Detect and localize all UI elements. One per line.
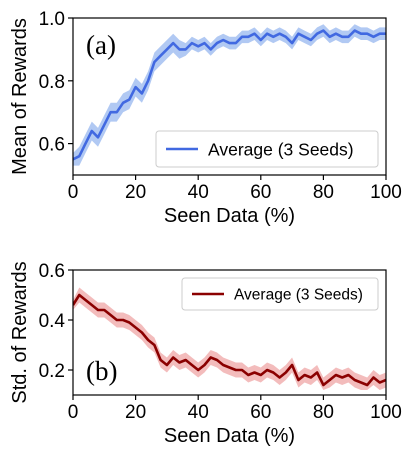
legend-label: Average (3 Seeds) [234,287,363,304]
legend: Average (3 Seeds) [181,277,379,311]
y-axis-label: Mean of Rewards [9,18,31,175]
x-tick-label: 100 [370,402,402,423]
panel-tag: (b) [86,356,117,386]
x-tick-label: 20 [125,182,146,203]
x-tick-label: 20 [125,402,146,423]
panel-a-mean-rewards-chart: 0 20 40 60 80 100 0.6 0.8 1.0 Seen Data (%) Mean o… [9,9,402,227]
y-tick-label: 0.6 [39,261,65,282]
x-tick-label: 60 [250,182,271,203]
legend-box [181,277,379,311]
axes-frame [72,269,387,396]
axes-frame [72,17,387,176]
x-tick-label: 60 [250,402,271,423]
y-tick-label: 0.8 [39,72,65,93]
panel-tag: (a) [86,30,116,60]
x-tick-label: 0 [68,182,79,203]
x-tick-label: 80 [313,402,334,423]
plot-area [73,24,386,166]
x-tick-label: 40 [188,402,209,423]
series-band [73,24,386,166]
panel-b-std-rewards-chart: 0 20 40 60 80 100 0.2 0.4 0.6 Seen Data (%) Std. o… [9,261,402,447]
x-tick-label: 100 [370,182,402,203]
legend-label: Average (3 Seeds) [208,139,354,159]
y-axis-label: Std. of Rewards [9,261,31,403]
series-line [73,293,386,387]
x-axis-label: Seen Data (%) [164,205,295,227]
y-tick-label: 1.0 [39,9,65,30]
x-tick-label: 0 [68,402,79,423]
y-tick-label: 0.4 [39,311,66,332]
x-tick-label: 40 [188,182,209,203]
x-tick-label: 80 [313,182,334,203]
x-axis-label: Seen Data (%) [164,425,295,447]
y-tick-label: 0.6 [39,135,65,156]
legend: Average (3 Seeds) [155,130,379,168]
legend-box [155,130,379,168]
series-line [73,29,386,161]
plot-area [73,287,386,390]
y-tick-label: 0.2 [39,361,65,382]
